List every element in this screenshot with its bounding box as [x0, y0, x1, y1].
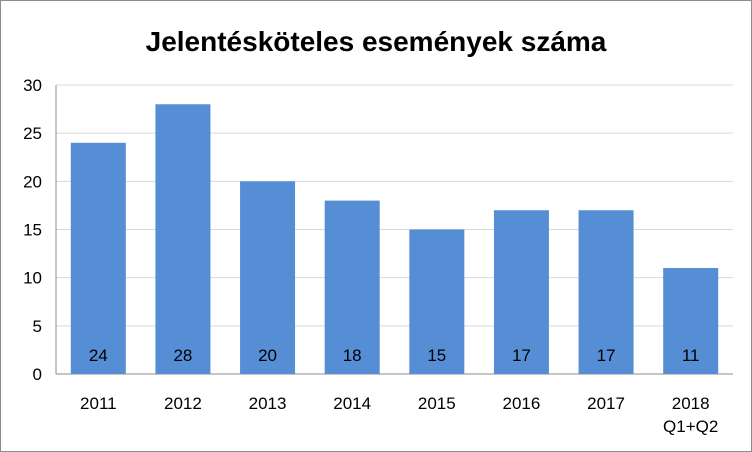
x-tick-label: 2012 — [164, 394, 202, 413]
data-label: 20 — [258, 346, 277, 365]
y-tick-label: 5 — [33, 317, 42, 336]
x-tick-label: 2015 — [418, 394, 456, 413]
x-tick-label-line: Q1+Q2 — [663, 417, 718, 436]
x-tick-label: 2017 — [587, 394, 625, 413]
chart-title: Jelentésköteles események száma — [146, 26, 607, 57]
y-tick-label: 15 — [23, 221, 42, 240]
x-tick-label: 2014 — [333, 394, 371, 413]
bar-1 — [155, 104, 211, 375]
x-tick-label-line: 2016 — [503, 394, 541, 413]
data-label: 17 — [597, 346, 616, 365]
data-label: 18 — [343, 346, 362, 365]
bar-3 — [324, 200, 380, 374]
data-label: 17 — [512, 346, 531, 365]
bar-2 — [240, 181, 296, 374]
x-tick-label: 2013 — [249, 394, 287, 413]
y-tick-label: 25 — [23, 124, 42, 143]
x-tick-label: 2016 — [503, 394, 541, 413]
x-tick-label: 2018 Q1+Q2 — [663, 394, 718, 436]
x-tick-label-line: 2018 — [672, 394, 710, 413]
bar-4 — [409, 229, 465, 374]
bar-7 — [663, 268, 719, 374]
bar-0 — [70, 142, 126, 374]
data-label: 11 — [682, 346, 700, 365]
y-tick-label: 20 — [23, 172, 42, 191]
x-tick-label-line: 2014 — [333, 394, 371, 413]
y-tick-label: 10 — [23, 269, 42, 288]
bar-5 — [493, 210, 549, 374]
x-tick-label: 2011 — [80, 394, 117, 413]
data-label: 15 — [427, 346, 446, 365]
data-label: 28 — [173, 346, 192, 365]
data-label: 24 — [89, 346, 108, 365]
x-tick-label-line: 2015 — [418, 394, 456, 413]
x-tick-label-line: 2012 — [164, 394, 202, 413]
x-tick-label-line: 2011 — [80, 394, 117, 413]
x-tick-label-line: 2017 — [587, 394, 625, 413]
y-tick-label: 30 — [23, 76, 42, 95]
bar-6 — [578, 210, 634, 374]
y-tick-label: 0 — [33, 365, 42, 384]
x-tick-label-line: 2013 — [249, 394, 287, 413]
